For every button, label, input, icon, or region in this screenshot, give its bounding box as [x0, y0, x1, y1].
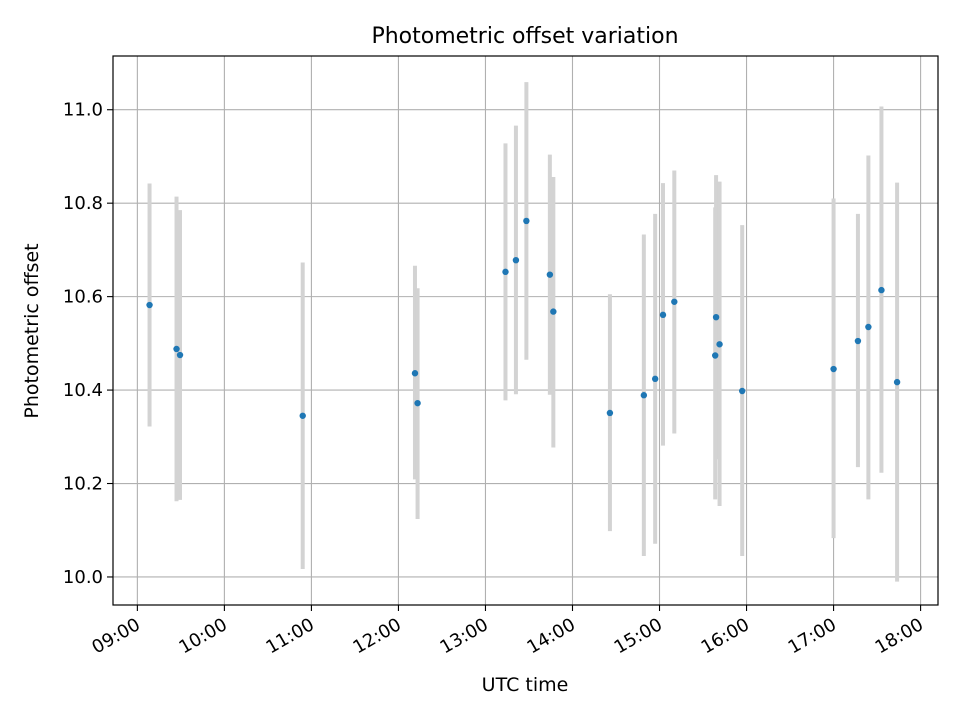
y-axis-ticks: 10.0 10.2 10.4 10.6 10.8 11.0: [63, 100, 113, 588]
data-point: [716, 341, 723, 348]
data-point: [502, 268, 509, 276]
x-tick-label: 13:00: [437, 614, 492, 658]
data-point: [640, 392, 648, 399]
data-point: [299, 412, 306, 419]
y-axis-label: Photometric offset: [21, 243, 43, 418]
data-point: [512, 256, 520, 264]
data-point: [176, 351, 184, 359]
x-tick-label: 16:00: [698, 614, 753, 658]
y-tick-label: 10.4: [63, 380, 103, 401]
data-points: [146, 217, 901, 419]
x-tick-label: 17:00: [785, 614, 840, 658]
x-tick-label: 10:00: [175, 614, 230, 658]
data-point: [878, 286, 885, 294]
y-tick-label: 10.8: [63, 193, 103, 214]
data-point: [173, 345, 180, 353]
plot-frame: [112, 55, 939, 606]
data-point: [865, 323, 872, 331]
x-tick-label: 14:00: [524, 614, 579, 658]
data-point: [414, 399, 421, 407]
chart-title: Photometric offset variation: [371, 24, 678, 49]
data-point: [854, 337, 862, 345]
data-point: [671, 298, 678, 305]
data-point: [659, 311, 667, 319]
data-point: [550, 308, 557, 315]
y-tick-label: 10.6: [63, 287, 103, 308]
x-axis-ticks: 09:00 10:00 11:00 12:00 13:00 14:00 15:00 16:00…: [88, 605, 927, 658]
data-point: [146, 301, 153, 309]
data-point: [651, 375, 659, 383]
x-tick-label: 11:00: [262, 614, 317, 658]
x-tick-label: 15:00: [611, 614, 666, 658]
x-tick-label: 09:00: [88, 614, 143, 658]
x-tick-label: 18:00: [872, 614, 927, 658]
data-point: [893, 378, 901, 386]
data-point: [523, 217, 530, 225]
data-point: [606, 409, 614, 417]
data-point: [738, 387, 746, 395]
x-tick-label: 12:00: [350, 614, 405, 658]
y-tick-label: 10.0: [63, 567, 103, 588]
data-point: [830, 365, 837, 373]
error-bars: [147, 82, 900, 582]
data-point: [712, 352, 719, 359]
y-tick-label: 10.2: [63, 474, 103, 495]
y-tick-label: 11.0: [63, 100, 103, 121]
data-point: [411, 370, 419, 377]
x-axis-label: UTC time: [482, 674, 569, 696]
data-point: [546, 271, 554, 278]
data-point: [712, 313, 720, 321]
